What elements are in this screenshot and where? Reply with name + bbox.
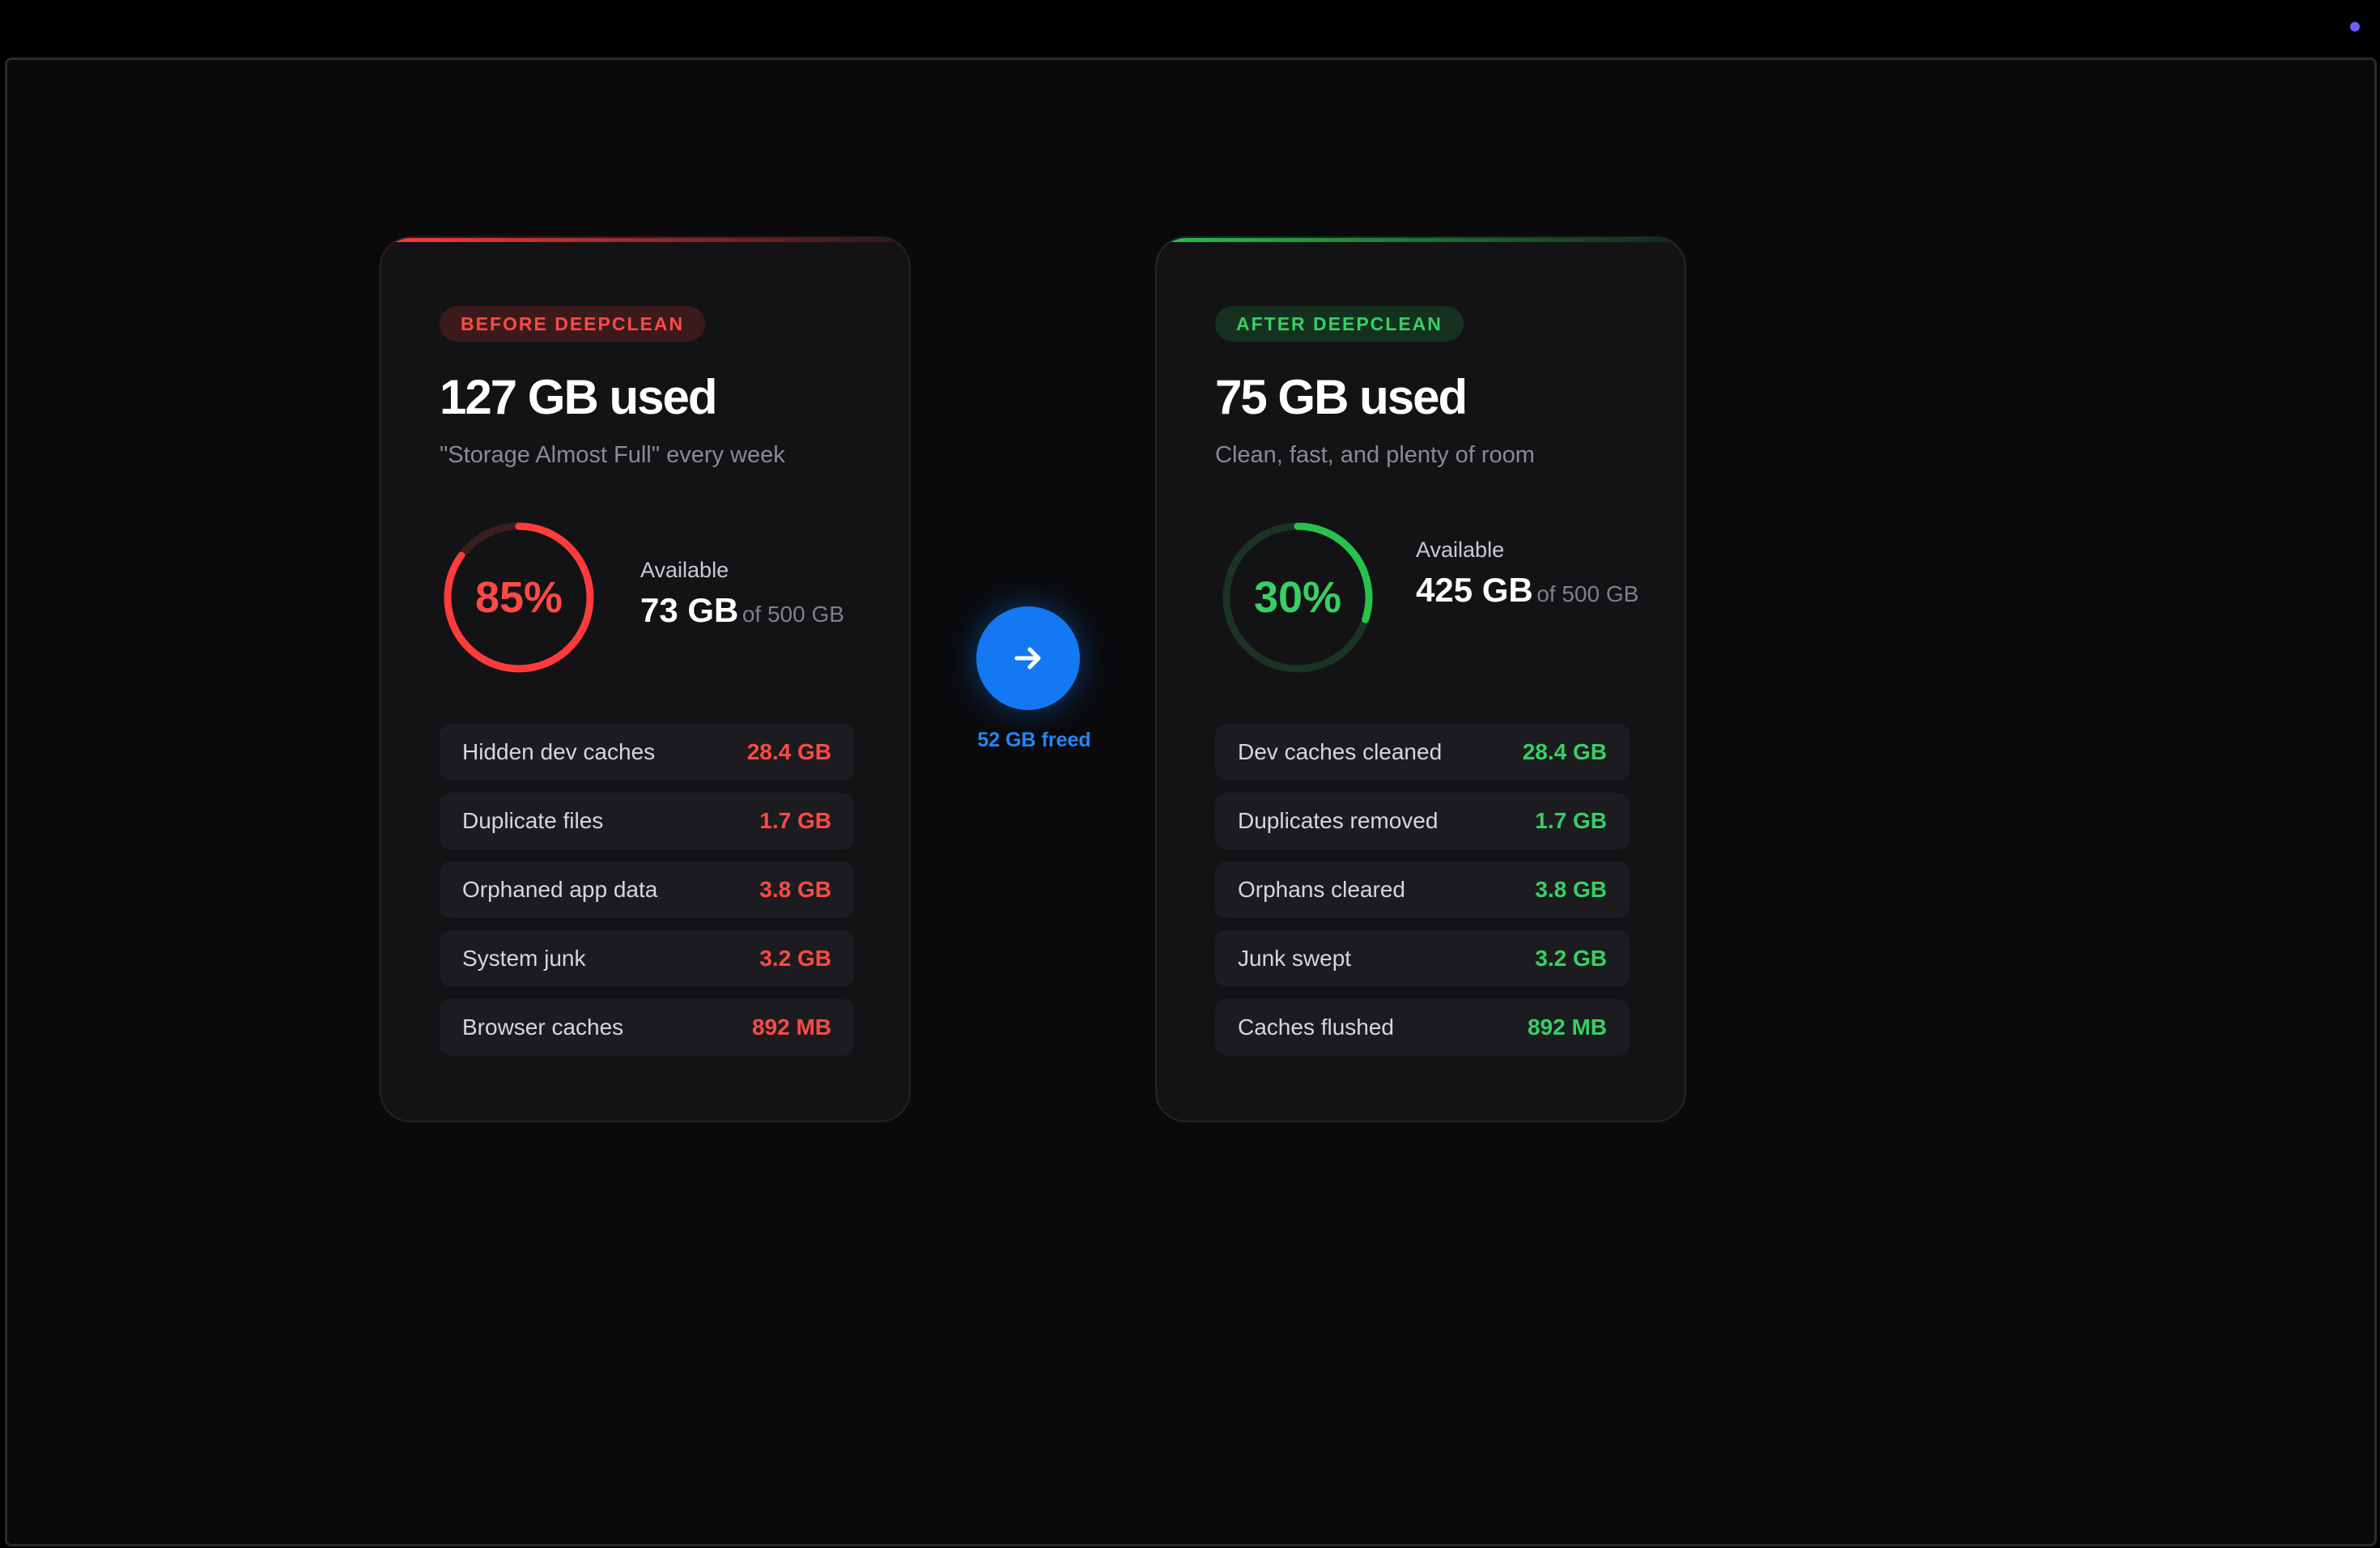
before-available-line: 73 GB of 500 GB — [640, 591, 883, 638]
after-available-value: 425 GB — [1416, 571, 1533, 609]
before-available: Available 73 GB of 500 GB — [640, 558, 883, 638]
after-badge: AFTER DEEPCLEAN — [1215, 306, 1464, 342]
after-card: AFTER DEEPCLEAN 75 GB used Clean, fast, … — [1155, 236, 1686, 1122]
row-value: 1.7 GB — [1535, 808, 1607, 833]
row-value: 3.2 GB — [759, 946, 831, 971]
after-card-accent-line — [1157, 238, 1685, 242]
row-value: 1.7 GB — [759, 808, 831, 833]
after-ring-graphic — [1222, 522, 1373, 673]
row-label: Junk swept — [1238, 946, 1352, 971]
after-ring-progress — [1222, 522, 1373, 673]
row-value: 892 MB — [1527, 1014, 1607, 1040]
before-card: BEFORE DEEPCLEAN 127 GB used "Storage Al… — [380, 236, 911, 1122]
before-headline: 127 GB used — [440, 370, 717, 424]
row-value: 892 MB — [751, 1014, 831, 1040]
before-breakdown-list: Hidden dev caches 28.4 GB Duplicate file… — [440, 724, 854, 1068]
row-label: Browser caches — [462, 1014, 624, 1040]
row-label: Dev caches cleaned — [1238, 739, 1443, 764]
before-usage-ring: 85% — [440, 518, 598, 677]
after-ring-percent: 30% — [1253, 573, 1342, 622]
list-item: Orphaned app data 3.8 GB — [440, 861, 854, 918]
before-ring-graphic — [444, 522, 594, 673]
after-available-line: 425 GB of 500 GB — [1416, 571, 1659, 618]
row-label: Orphaned app data — [462, 877, 658, 902]
row-label: Orphans cleared — [1238, 877, 1406, 902]
list-item: Caches flushed 892 MB — [1215, 999, 1630, 1056]
list-item: Browser caches 892 MB — [440, 999, 854, 1056]
list-item: Hidden dev caches 28.4 GB — [440, 724, 854, 780]
row-label: System junk — [462, 946, 586, 971]
freed-label: 52 GB freed — [977, 729, 1091, 751]
after-usage-ring: 30% — [1218, 518, 1377, 677]
row-label: Duplicates removed — [1238, 808, 1439, 833]
after-available: Available 425 GB of 500 GB — [1416, 538, 1659, 618]
list-item: Duplicates removed 1.7 GB — [1215, 793, 1630, 849]
after-available-of: of 500 GB — [1536, 581, 1639, 606]
after-subline: Clean, fast, and plenty of room — [1215, 442, 1535, 468]
row-label: Duplicate files — [462, 808, 604, 833]
before-subline: "Storage Almost Full" every week — [440, 442, 785, 468]
row-value: 28.4 GB — [1522, 739, 1607, 764]
row-value: 3.8 GB — [759, 877, 831, 902]
before-ring-progress — [444, 522, 594, 673]
list-item: Duplicate files 1.7 GB — [440, 793, 854, 849]
status-dot-icon — [2350, 22, 2360, 32]
list-item: Junk swept 3.2 GB — [1215, 930, 1630, 987]
list-item: Dev caches cleaned 28.4 GB — [1215, 724, 1630, 780]
before-card-accent-line — [381, 238, 909, 242]
before-ring-percent: 85% — [474, 573, 563, 622]
row-value: 3.8 GB — [1535, 877, 1607, 902]
top-bar — [0, 0, 2380, 57]
list-item: System junk 3.2 GB — [440, 930, 854, 987]
row-value: 28.4 GB — [746, 739, 831, 764]
list-item: Orphans cleared 3.8 GB — [1215, 861, 1630, 918]
next-arrow-button[interactable] — [976, 606, 1080, 710]
before-badge: BEFORE DEEPCLEAN — [440, 306, 706, 342]
row-label: Caches flushed — [1238, 1014, 1395, 1040]
before-available-value: 73 GB — [640, 591, 739, 629]
after-available-label: Available — [1416, 538, 1505, 562]
arrow-right-icon — [1014, 647, 1041, 670]
after-headline: 75 GB used — [1215, 370, 1468, 424]
before-available-of: of 500 GB — [742, 602, 844, 627]
row-label: Hidden dev caches — [462, 739, 656, 764]
after-breakdown-list: Dev caches cleaned 28.4 GB Duplicates re… — [1215, 724, 1630, 1068]
before-available-label: Available — [640, 558, 729, 582]
row-value: 3.2 GB — [1535, 946, 1607, 971]
